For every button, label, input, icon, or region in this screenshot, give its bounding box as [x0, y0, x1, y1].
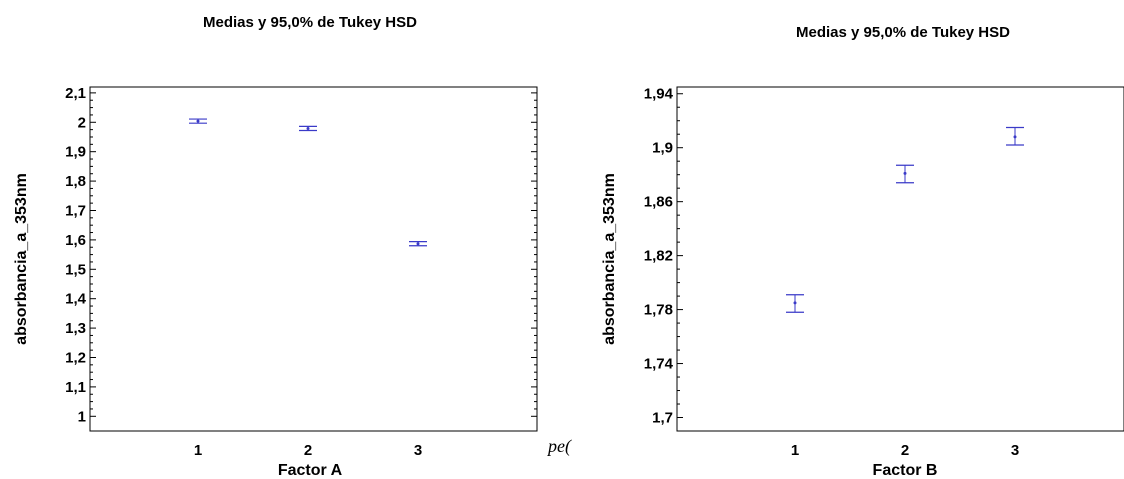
y-tick-label: 1,74 — [644, 356, 674, 373]
y-tick-label: 1,9 — [652, 140, 673, 157]
y-tick-label: 1,8 — [65, 173, 86, 190]
mean-point — [1013, 135, 1017, 139]
plot-factor-b: Medias y 95,0% de Tukey HSD 1,7 1,74 1,78 1,… — [601, 24, 1124, 479]
mean-point — [903, 171, 907, 175]
y-axis-label: absorbancia_a_353nm — [601, 173, 618, 345]
overlapping-text-fragment: pe( — [546, 436, 572, 457]
plot-frame — [89, 86, 538, 432]
chart-title: Medias y 95,0% de Tukey HSD — [203, 14, 417, 31]
y-tick-label: 1,82 — [644, 248, 673, 265]
plot-factor-a: Medias y 95,0% de Tukey HSD 1 1,1 1,2 1,3 1,4… — [13, 14, 538, 479]
y-tick-label: 1,9 — [65, 144, 86, 161]
x-tick-label: 3 — [414, 442, 422, 459]
mean-point — [196, 119, 200, 123]
x-tick-label: 1 — [791, 442, 799, 459]
y-tick-label: 1,2 — [65, 349, 86, 366]
y-tick-label: 2,1 — [65, 85, 86, 102]
y-tick-label: 1,4 — [65, 291, 87, 308]
y-tick-label: 1,78 — [644, 302, 673, 319]
plot-frame — [676, 86, 1124, 432]
x-axis-label: Factor B — [873, 462, 938, 479]
x-tick-label: 2 — [901, 442, 909, 459]
y-tick-label: 1,6 — [65, 232, 86, 249]
y-tick-label: 1,5 — [65, 261, 86, 278]
x-axis-label: Factor A — [278, 462, 343, 479]
y-tick-label: 1,86 — [644, 194, 673, 211]
y-tick-label: 1,7 — [65, 202, 86, 219]
chart-title: Medias y 95,0% de Tukey HSD — [796, 24, 1010, 41]
y-tick-label: 1,7 — [652, 410, 673, 427]
mean-point — [306, 126, 310, 130]
y-axis-label: absorbancia_a_353nm — [13, 173, 30, 345]
mean-point — [416, 242, 420, 246]
y-tick-label: 1,3 — [65, 320, 86, 337]
x-tick-label: 1 — [194, 442, 202, 459]
mean-point — [793, 301, 797, 305]
y-tick-label: 1 — [78, 408, 86, 425]
y-tick-label: 1,94 — [644, 86, 674, 103]
y-tick-label: 1,1 — [65, 379, 86, 396]
x-tick-label: 2 — [304, 442, 312, 459]
y-tick-label: 2 — [78, 114, 86, 131]
x-tick-label: 3 — [1011, 442, 1019, 459]
